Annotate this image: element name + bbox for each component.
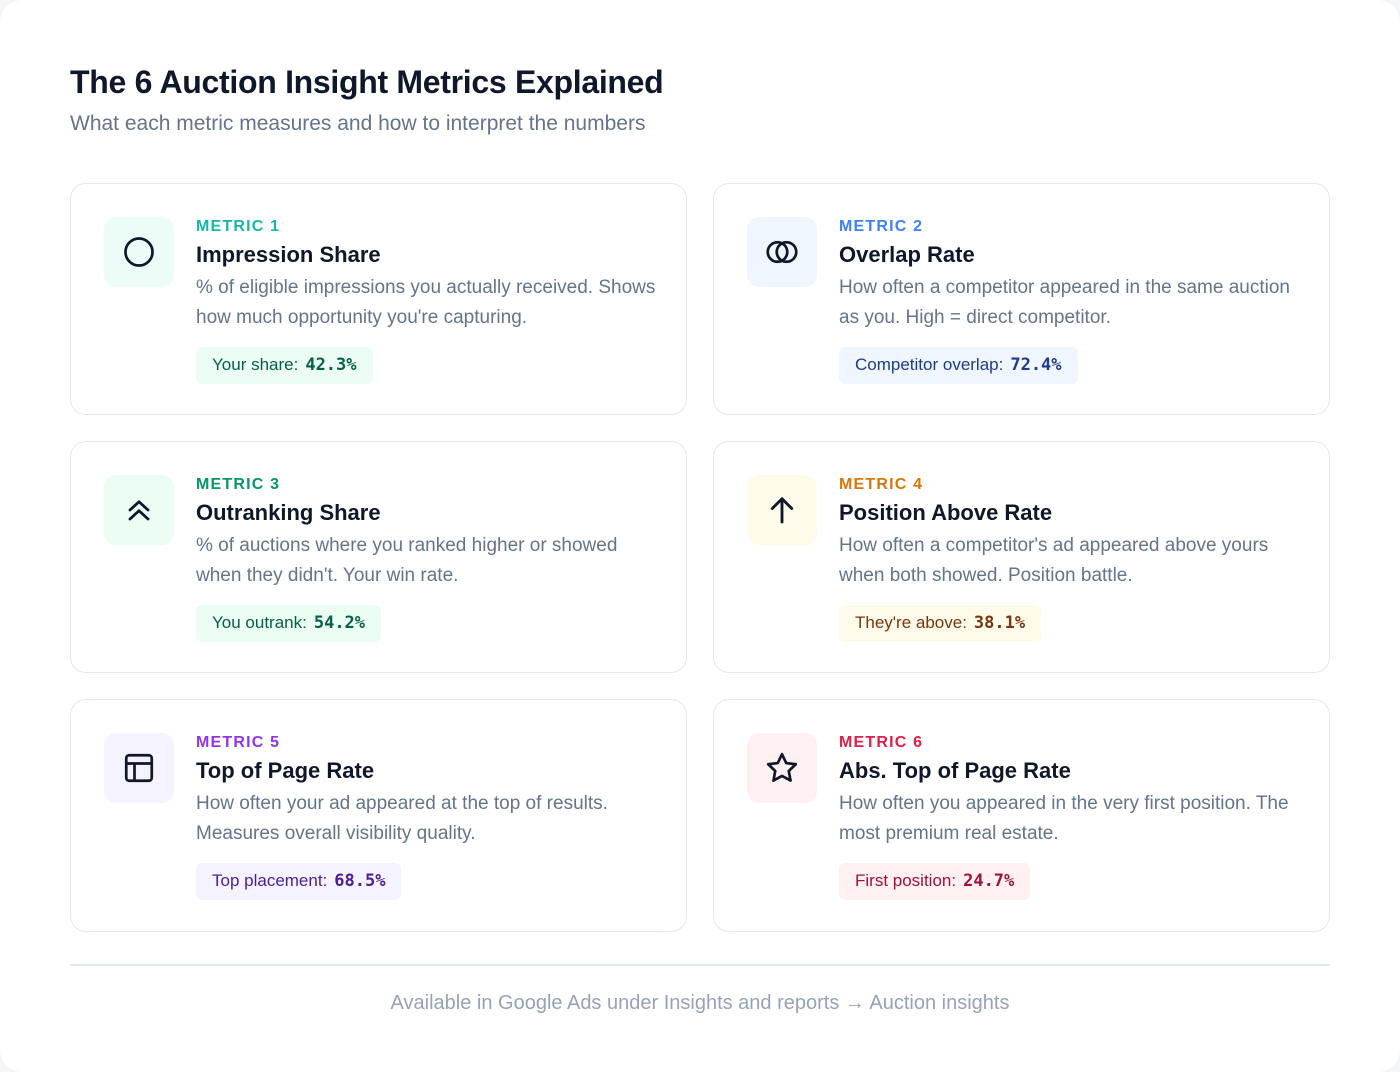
pill-label: Your share:	[212, 355, 299, 374]
footer-divider	[70, 964, 1330, 966]
metric-description: How often your ad appeared at the top of…	[196, 793, 608, 844]
metric-value-pill: Top placement: 68.5%	[196, 863, 402, 900]
metric-name: Abs. Top of Page Rate	[839, 758, 1071, 783]
metric-value-pill: They're above: 38.1%	[839, 605, 1042, 642]
metric-name: Overlap Rate	[839, 242, 975, 267]
metric-value-pill: Competitor overlap: 72.4%	[839, 347, 1078, 384]
metric-number: METRIC 6	[839, 734, 924, 751]
metric-description: How often a competitor's ad appeared abo…	[839, 535, 1269, 586]
icon-box	[104, 217, 174, 287]
metric-description: % of eligible impressions you actually r…	[196, 277, 656, 328]
layout-icon	[124, 753, 154, 783]
metric-number: METRIC 1	[196, 218, 281, 235]
pill-value: 72.4%	[1010, 355, 1062, 375]
pill-label: First position:	[855, 871, 957, 890]
metric-number: METRIC 3	[196, 476, 281, 493]
metric-card-overlap-rate: METRIC 2 Overlap Rate How often a compet…	[713, 183, 1330, 415]
pill-label: Competitor overlap:	[855, 355, 1004, 374]
footer-note: Available in Google Ads under Insights a…	[390, 992, 1010, 1014]
metric-card-impression-share: METRIC 1 Impression Share % of eligible …	[70, 183, 687, 415]
icon-box	[104, 475, 174, 545]
overlap-circles-icon	[766, 240, 798, 264]
metric-name: Top of Page Rate	[196, 758, 375, 783]
pill-value: 38.1%	[973, 613, 1026, 633]
metric-value-pill: First position: 24.7%	[839, 863, 1031, 900]
icon-box	[104, 733, 174, 803]
icon-box	[747, 733, 817, 803]
metric-card-position-above-rate: METRIC 4 Position Above Rate How often a…	[713, 441, 1330, 673]
pill-value: 42.3%	[305, 355, 357, 375]
metric-description: % of auctions where you ranked higher or…	[196, 535, 618, 586]
pill-label: They're above:	[855, 613, 967, 632]
circle-icon	[124, 237, 154, 267]
page-subtitle: What each metric measures and how to int…	[70, 112, 646, 135]
page-title: The 6 Auction Insight Metrics Explained	[70, 64, 664, 100]
header: The 6 Auction Insight Metrics Explained …	[70, 62, 1330, 139]
metric-name: Impression Share	[196, 242, 381, 267]
pill-value: 68.5%	[334, 871, 386, 891]
pill-label: Top placement:	[212, 871, 328, 890]
arrow-up-icon	[770, 497, 794, 524]
metric-value-pill: You outrank: 54.2%	[196, 605, 382, 642]
double-chevron-up-icon	[128, 500, 150, 521]
metric-card-top-of-page-rate: METRIC 5 Top of Page Rate How often your…	[70, 699, 687, 932]
metric-description: How often you appeared in the very first…	[839, 793, 1289, 844]
metric-card-outranking-share: METRIC 3 Outranking Share % of auctions …	[70, 441, 687, 673]
pill-label: You outrank:	[212, 613, 307, 632]
metric-number: METRIC 5	[196, 734, 281, 751]
icon-box	[747, 217, 817, 287]
icon-box	[747, 475, 817, 545]
metric-number: METRIC 4	[839, 476, 924, 493]
star-icon	[766, 752, 798, 782]
pill-value: 24.7%	[963, 871, 1015, 891]
metric-name: Outranking Share	[196, 500, 381, 525]
metric-card-abs-top-of-page-rate: METRIC 6 Abs. Top of Page Rate How often…	[713, 699, 1330, 932]
metric-name: Position Above Rate	[839, 500, 1053, 525]
metric-value-pill: Your share: 42.3%	[196, 347, 373, 384]
metric-description: How often a competitor appeared in the s…	[839, 277, 1290, 328]
pill-value: 54.2%	[313, 613, 366, 633]
metric-number: METRIC 2	[839, 218, 924, 235]
metrics-grid: METRIC 1 Impression Share % of eligible …	[70, 183, 1330, 932]
